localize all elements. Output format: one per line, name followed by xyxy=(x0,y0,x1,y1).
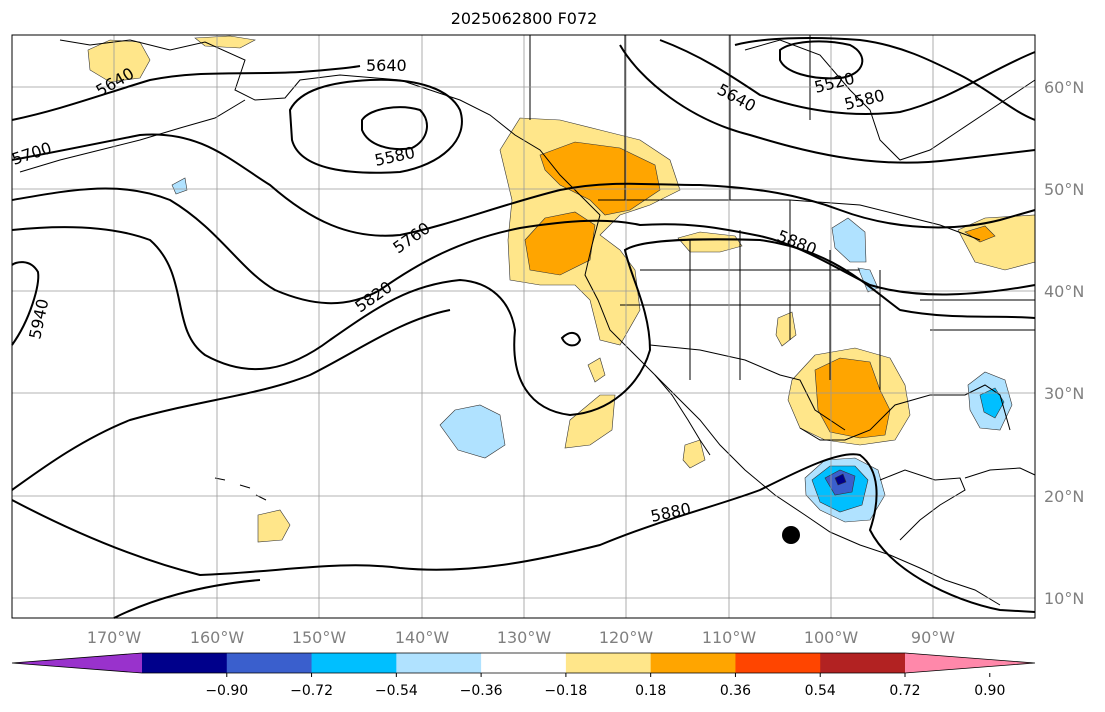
colorbar-tick-label: 0.54 xyxy=(805,683,836,699)
positive-anomaly-area xyxy=(194,35,256,49)
lat-label: 30°N xyxy=(1044,384,1084,403)
contour-line xyxy=(734,36,1036,121)
lon-label: 150°W xyxy=(292,628,347,647)
colorbar-segment xyxy=(565,653,652,673)
baja-california xyxy=(654,374,711,456)
lon-label: 90°W xyxy=(911,628,955,647)
lon-label: 120°W xyxy=(599,628,654,647)
contour-line xyxy=(11,226,1036,417)
colorbar: −0.90 −0.72 −0.54 −0.36 −0.18 0.18 0.36 0.54 0.7… xyxy=(11,652,1036,699)
us-mexico-border xyxy=(649,344,846,431)
colorbar-segment xyxy=(396,653,482,673)
positive-anomaly-area xyxy=(682,439,706,469)
contour-line xyxy=(11,187,1036,305)
contour-label: 5640 xyxy=(366,56,407,75)
colorbar-outline xyxy=(11,652,1036,674)
hudson-bay-coast xyxy=(744,39,1036,161)
contour-line xyxy=(11,309,451,491)
lon-label: 100°W xyxy=(804,628,859,647)
contour-line xyxy=(560,332,582,347)
contour-line xyxy=(113,579,261,619)
colorbar-tick-label: 0.18 xyxy=(635,683,666,699)
colorbar-tick-label: −0.54 xyxy=(375,683,418,699)
colorbar-segment xyxy=(142,653,228,673)
north-america-west-coast xyxy=(584,214,1001,606)
alaska-coast xyxy=(59,39,601,216)
canada-us-border xyxy=(598,199,981,241)
negative-anomaly-area xyxy=(171,177,188,195)
lat-label: 40°N xyxy=(1044,282,1084,301)
yucatan-coast xyxy=(879,469,966,541)
colorbar-extend-low xyxy=(12,653,142,673)
longitude-labels: 170°W 160°W 150°W 140°W 130°W 120°W 110°… xyxy=(87,628,955,647)
colorbar-segment xyxy=(735,653,821,673)
map-border xyxy=(11,34,1036,619)
colorbar-tick-label: −0.90 xyxy=(205,683,248,699)
height-contour-layer xyxy=(11,36,1036,619)
contour-line xyxy=(11,261,40,346)
negative-anomaly-area xyxy=(831,217,867,263)
colorbar-tick-label: 0.90 xyxy=(974,683,1005,699)
lon-label: 170°W xyxy=(87,628,142,647)
negative-anomaly-area xyxy=(979,387,1005,419)
strong-positive-anomaly-area xyxy=(964,225,996,243)
cuba-coast xyxy=(964,467,1036,479)
map-title: 2025062800 F072 xyxy=(450,9,598,28)
strong-positive-anomaly-area xyxy=(539,141,661,216)
strongest-negative-anomaly-area xyxy=(834,473,847,486)
hurricane-center-marker xyxy=(782,526,800,544)
coastline-layer xyxy=(19,35,1036,606)
colorbar-segment xyxy=(226,653,313,673)
lon-label: 140°W xyxy=(395,628,450,647)
lon-label: 110°W xyxy=(702,628,757,647)
colorbar-tick-label: 0.36 xyxy=(720,683,751,699)
positive-anomaly-area xyxy=(564,394,616,449)
lat-label: 20°N xyxy=(1044,487,1084,506)
colorbar-extend-high xyxy=(905,653,1035,673)
colorbar-segment xyxy=(481,653,567,673)
contour-line xyxy=(288,78,463,174)
colorbar-tick-label: −0.36 xyxy=(460,683,503,699)
colorbar-tick-label: −0.72 xyxy=(290,683,333,699)
colorbar-segment xyxy=(311,653,397,673)
negative-anomaly-area xyxy=(439,404,506,459)
contour-line xyxy=(11,65,361,121)
state-lines xyxy=(620,200,1035,390)
colorbar-tick-label: 0.72 xyxy=(889,683,920,699)
colorbar-tick-label: −0.18 xyxy=(544,683,587,699)
graticule xyxy=(12,35,1035,618)
lon-label: 130°W xyxy=(497,628,552,647)
lat-label: 10°N xyxy=(1044,589,1084,608)
contour-line xyxy=(659,39,1036,115)
lat-label: 60°N xyxy=(1044,78,1084,97)
contour-line xyxy=(619,44,1036,164)
contour-line xyxy=(361,106,428,150)
contour-line xyxy=(779,40,864,80)
aleutian-islands xyxy=(19,99,246,173)
province-lines xyxy=(529,35,811,200)
lat-label: 50°N xyxy=(1044,180,1084,199)
positive-anomaly-area xyxy=(587,357,606,383)
latitude-labels: 60°N 50°N 40°N 30°N 20°N 10°N xyxy=(1044,78,1084,608)
colorbar-segment xyxy=(650,653,736,673)
contour-line xyxy=(11,133,1036,237)
strong-positive-anomaly-area xyxy=(814,357,891,439)
lon-label: 160°W xyxy=(190,628,245,647)
positive-anomaly-area xyxy=(87,39,151,83)
colorbar-segment xyxy=(820,653,906,673)
positive-anomaly-area xyxy=(257,509,291,543)
contour-line xyxy=(11,453,1036,613)
gulf-coast xyxy=(799,384,1011,441)
